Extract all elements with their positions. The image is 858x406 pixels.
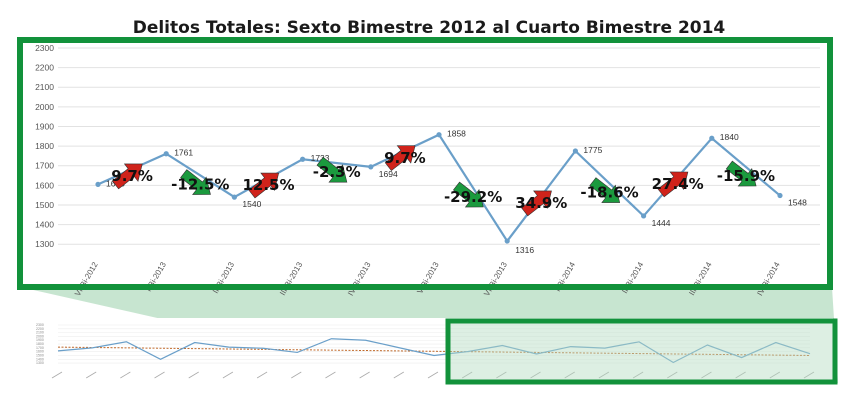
overview-trendline bbox=[57, 346, 811, 356]
overview-x-tick-label bbox=[393, 371, 405, 379]
y-tick-label: 2000 bbox=[35, 102, 54, 112]
y-tick-label: 2200 bbox=[35, 63, 54, 73]
data-label: 1840 bbox=[720, 132, 739, 142]
arrow-up-icon bbox=[384, 145, 416, 172]
overview-highlight-frame bbox=[445, 318, 838, 385]
overview-y-tick-label: 1800 bbox=[36, 342, 44, 346]
data-point bbox=[504, 238, 510, 244]
y-tick-label: 1800 bbox=[35, 141, 54, 151]
data-label: 1858 bbox=[447, 129, 466, 139]
overview-x-tick-label bbox=[667, 371, 678, 379]
y-tick-label: 1500 bbox=[35, 200, 54, 210]
data-label: 1548 bbox=[788, 198, 807, 208]
overview-x-tick-label bbox=[427, 371, 439, 379]
overview-chart: 1300140015001600170018001900200021002200… bbox=[28, 318, 833, 384]
change-label: -2.3% bbox=[313, 163, 361, 181]
data-point bbox=[709, 135, 715, 141]
change-arrows: 9.7% -12.5% 12.5% -2.3% 9.7% -29.2% 34.9% -18.6… bbox=[111, 145, 775, 217]
data-point bbox=[95, 181, 101, 187]
main-chart-frame bbox=[17, 37, 833, 290]
arrow-up-icon bbox=[111, 163, 143, 190]
overview-x-tick-label bbox=[120, 371, 131, 379]
y-tick-label: 1900 bbox=[35, 121, 54, 131]
overview-x-tick-label bbox=[496, 371, 507, 379]
overview-y-tick-label: 1400 bbox=[36, 357, 44, 361]
arrow-down-icon bbox=[589, 177, 621, 203]
overview-y-tick-label: 2000 bbox=[36, 334, 44, 338]
overview-y-tick-label: 2100 bbox=[36, 331, 44, 335]
y-tick-label: 1700 bbox=[35, 161, 54, 171]
overview-y-tick-label: 1900 bbox=[36, 338, 44, 342]
data-point bbox=[300, 156, 306, 162]
data-point bbox=[163, 151, 169, 157]
data-label: 1316 bbox=[515, 245, 534, 255]
overview-x-tick-label bbox=[154, 371, 165, 379]
arrow-down-icon bbox=[316, 156, 348, 183]
change-label: 27.4% bbox=[652, 175, 704, 193]
data-label: 1761 bbox=[174, 148, 193, 158]
overview-x-tick-label bbox=[359, 371, 370, 379]
change-label: 12.5% bbox=[242, 176, 294, 194]
overview-x-tick-label bbox=[530, 371, 541, 379]
arrow-up-icon bbox=[248, 172, 280, 199]
data-label: 1694 bbox=[379, 169, 398, 179]
overview-x-tick-label bbox=[564, 371, 575, 379]
overview-x-tick-label bbox=[769, 371, 781, 379]
overview-x-tick-label bbox=[803, 371, 815, 379]
overview-x-tick-label bbox=[85, 371, 97, 379]
overview-y-tick-label: 1600 bbox=[36, 350, 44, 354]
overview-x-tick-label bbox=[735, 371, 746, 379]
arrow-up-icon bbox=[521, 190, 552, 217]
change-label: -29.2% bbox=[444, 188, 502, 206]
overview-y-tick-label: 2300 bbox=[36, 323, 44, 327]
change-label: -18.6% bbox=[580, 183, 638, 201]
arrow-down-icon bbox=[725, 160, 757, 187]
overview-y-tick-label: 1300 bbox=[36, 361, 44, 365]
data-label: 1540 bbox=[242, 199, 261, 209]
change-label: 9.7% bbox=[111, 167, 153, 185]
data-point bbox=[777, 192, 783, 199]
overview-x-tick-label bbox=[188, 371, 199, 379]
data-point bbox=[572, 148, 579, 154]
overview-x-tick-label bbox=[256, 371, 268, 379]
main-plot-area bbox=[20, 40, 830, 287]
y-axis: 1300 1400 1500 1600 1700 1800 1900 2000 2100 2200… bbox=[35, 43, 54, 249]
overview-x-tick-label bbox=[598, 371, 610, 379]
data-label: 1733 bbox=[311, 153, 330, 163]
overview-highlight-fill bbox=[448, 321, 835, 382]
data-label: 1775 bbox=[583, 145, 602, 155]
data-point bbox=[231, 194, 237, 200]
data-point bbox=[436, 132, 442, 138]
overview-x-tick-label bbox=[222, 371, 234, 379]
overview-y-tick-label: 1700 bbox=[36, 346, 44, 350]
y-tick-label: 1300 bbox=[35, 239, 54, 249]
change-label: 9.7% bbox=[384, 149, 426, 167]
data-point bbox=[641, 213, 647, 219]
overview-x-tick-label bbox=[632, 371, 644, 379]
change-label: 34.9% bbox=[515, 194, 567, 212]
overview-x-tick-label bbox=[291, 371, 302, 379]
change-label: -15.9% bbox=[717, 167, 775, 185]
change-label: -12.5% bbox=[171, 175, 229, 193]
y-tick-label: 1400 bbox=[35, 220, 54, 230]
overview-x-tick-label bbox=[51, 371, 63, 379]
overview-x-tick-label bbox=[325, 371, 336, 379]
arrow-down-icon bbox=[452, 181, 484, 208]
overview-y-tick-label: 2200 bbox=[36, 327, 44, 331]
arrow-up-icon bbox=[657, 171, 689, 198]
data-point bbox=[368, 164, 374, 170]
overview-x-tick-label bbox=[461, 371, 473, 379]
overview-x-tick-label bbox=[701, 371, 712, 379]
arrow-down-icon bbox=[180, 169, 211, 195]
y-tick-label: 1600 bbox=[35, 180, 54, 190]
overview-series-line bbox=[57, 338, 811, 364]
data-label: 1444 bbox=[652, 218, 671, 228]
y-tick-label: 2300 bbox=[35, 43, 54, 53]
chart-title: Delitos Totales: Sexto Bimestre 2012 al … bbox=[132, 18, 726, 38]
y-tick-label: 2100 bbox=[35, 82, 54, 92]
overview-y-tick-label: 1500 bbox=[36, 353, 44, 357]
